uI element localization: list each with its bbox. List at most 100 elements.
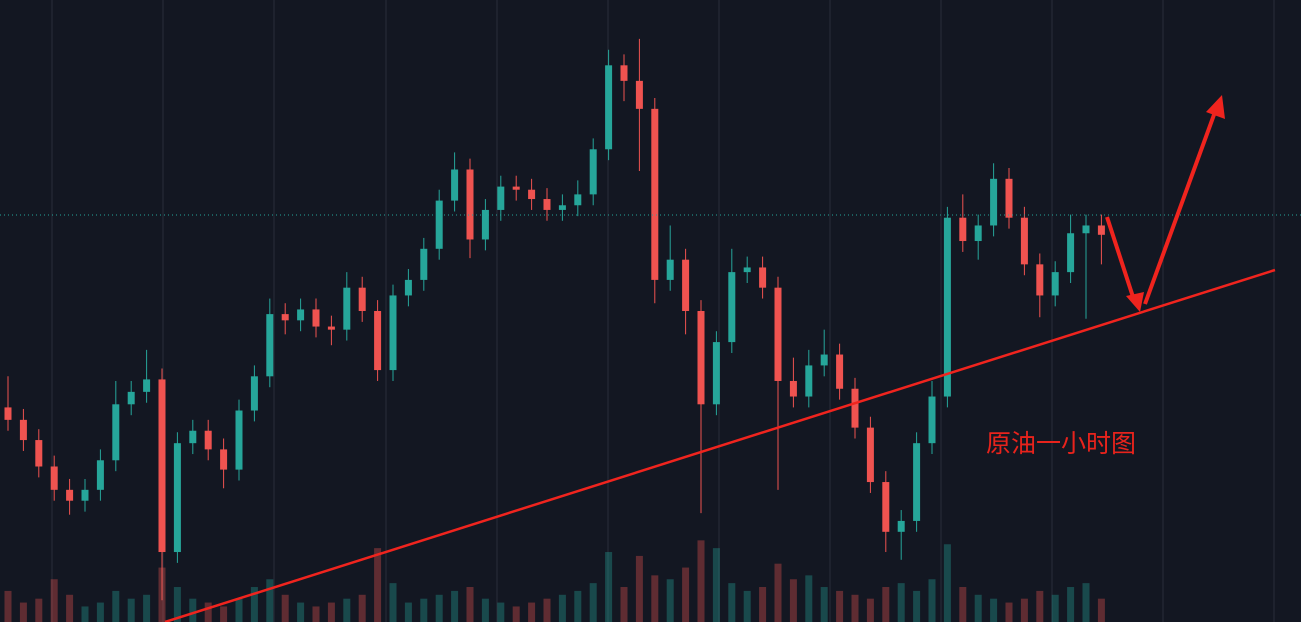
volume-bar [189,598,197,622]
volume-bar [235,598,243,622]
candle-body [866,427,874,483]
candle-body [451,169,459,201]
arrow-up [1143,111,1217,305]
volume-bar [682,567,690,622]
candle-body [4,407,12,420]
candle-body [327,326,335,330]
candle-body [343,287,351,330]
candle-body [250,376,258,411]
volume-bar [836,590,844,622]
candle-body [605,65,613,150]
trend-line [164,268,1276,622]
volume-bar [343,598,351,622]
volume-bar [250,587,258,622]
volume-bar [127,598,135,622]
candle-body [420,248,428,280]
candle-body [820,354,828,366]
volume-bar [882,587,890,622]
volume-bar [635,555,643,622]
candle-body [173,443,181,553]
candle-body [1020,217,1028,265]
candle-body [682,259,690,311]
volume-bar [1067,587,1075,622]
arrow-head [1206,95,1225,119]
volume-bar [558,594,566,622]
volume-bar [358,594,366,622]
candle-body [404,279,412,296]
candle-body [96,460,104,490]
volume-bar [420,598,428,622]
volume-bar [605,552,613,622]
chart-annotation: 原油一小时图 [986,429,1136,458]
volume-bar [389,583,397,622]
volume-bar [297,602,305,622]
grid [51,0,1275,622]
volume-bar [789,579,797,622]
candle-body [728,272,736,343]
volume-bar [266,579,274,622]
volume-bar [281,594,289,622]
volume-bar [435,594,443,622]
candle-body [143,379,151,392]
volume-bar [851,594,859,622]
candle-body [189,430,197,444]
candle-body [1051,272,1059,296]
volume-bar [404,602,412,622]
volume-bar [728,583,736,622]
volume-bar [374,548,382,622]
candle-body [774,287,782,381]
candle-body [974,225,982,242]
candle-body [266,314,274,377]
volume-bar [312,606,320,622]
candle-body [35,440,43,467]
candle-body [528,189,536,200]
candle-body [666,259,674,280]
volume-bar [959,587,967,622]
candle-body [297,309,305,321]
candle-layer [4,38,1105,601]
candle-body [435,200,443,249]
candle-body [620,65,628,81]
volume-bar [897,583,905,622]
arrow-head [1126,292,1144,312]
candle-body [127,391,135,405]
candle-body [928,396,936,444]
volume-bar [866,598,874,622]
candle-body [759,267,767,288]
volume-bar [759,587,767,622]
volume-bar [697,540,705,622]
candle-body [112,404,120,461]
volume-bar [666,579,674,622]
volume-bar [451,590,459,622]
volume-bar [974,594,982,622]
candle-body [805,365,813,397]
volume-bar [820,587,828,622]
candle-body [358,287,366,311]
volume-bar [943,544,951,622]
volume-bar [1097,598,1105,622]
candle-body [81,489,89,501]
candle-body [158,379,166,553]
candle-body [220,449,228,470]
volume-bar [774,563,782,622]
candle-body [990,178,998,226]
volume-bar [1020,598,1028,622]
candle-body [743,267,751,273]
candle-body [851,388,859,428]
candle-body [913,443,921,521]
volume-bar [327,602,335,622]
volume-bar [50,579,58,622]
candle-body [651,108,659,280]
candle-body [789,380,797,397]
candle-body [882,482,890,532]
candle-body [512,186,520,190]
volume-bar [1005,602,1013,622]
volume-bar [35,598,43,622]
volume-bar [19,602,27,622]
volume-layer [4,540,1105,622]
volume-bar [4,590,12,622]
candle-body [1097,225,1105,235]
candle-body [374,311,382,371]
